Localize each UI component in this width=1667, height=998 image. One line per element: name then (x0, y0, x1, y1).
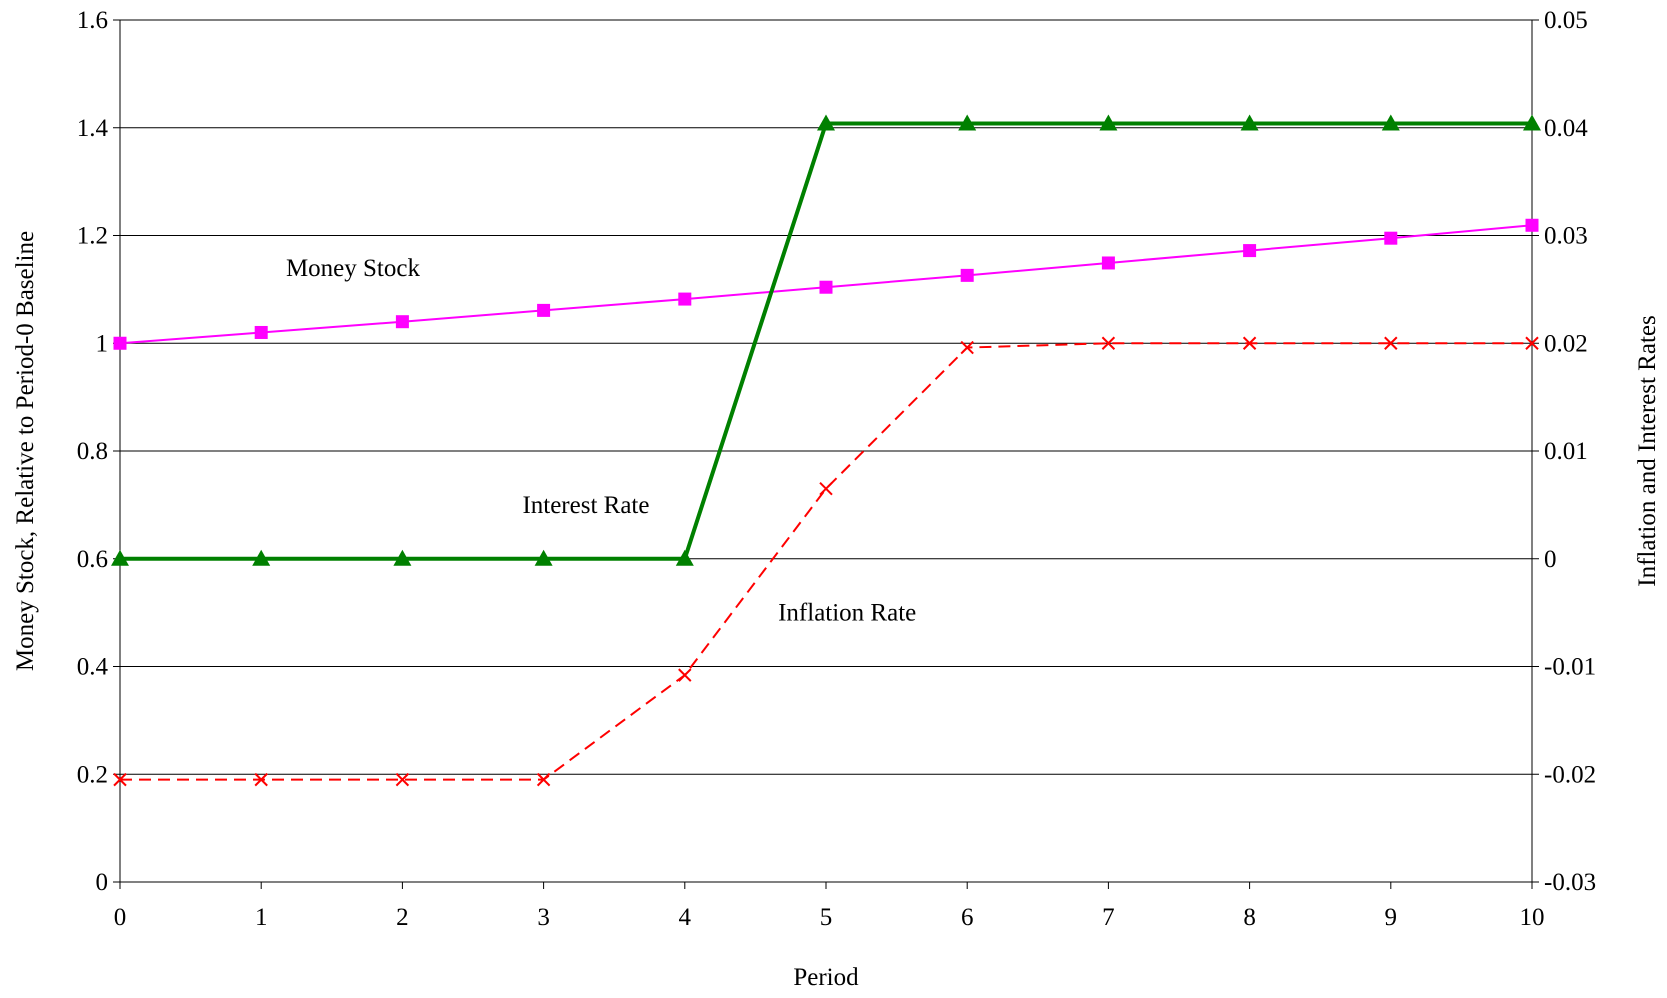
marker (254, 325, 268, 339)
series-label: Money Stock (286, 255, 421, 282)
marker (1523, 114, 1541, 131)
marker (395, 315, 409, 329)
series-line (120, 121, 1532, 561)
marker (1381, 114, 1400, 131)
x-tick-label: 6 (961, 904, 974, 931)
marker (678, 292, 692, 306)
marker (960, 340, 974, 355)
marker (1099, 114, 1118, 131)
y2-tick-label: -0.02 (1544, 761, 1596, 788)
y2-axis-title: Inflation and Interest Rates (1634, 315, 1661, 586)
y-tick-label: 1.4 (77, 115, 109, 142)
series-line (120, 342, 1532, 781)
y-tick-label: 1 (96, 330, 109, 357)
marker (819, 482, 833, 496)
x-tick-label: 4 (679, 904, 692, 931)
marker (960, 268, 974, 282)
marker (1101, 336, 1116, 350)
y2-tick-label: 0.02 (1544, 330, 1588, 357)
marker (113, 772, 127, 787)
y2-tick-label: 0.04 (1544, 115, 1588, 142)
marker (1243, 244, 1257, 258)
marker (534, 549, 553, 566)
series-label: Interest Rate (522, 492, 649, 519)
y-tick-label: 1.2 (77, 223, 108, 250)
x-tick-label: 2 (396, 904, 409, 931)
x-tick-label: 7 (1102, 904, 1115, 931)
marker (1525, 218, 1539, 232)
y-tick-label: 1.6 (77, 7, 108, 34)
marker (1384, 231, 1398, 245)
marker (675, 549, 694, 566)
y2-tick-label: 0.05 (1544, 7, 1588, 34)
marker (958, 114, 977, 131)
x-tick-label: 10 (1520, 904, 1545, 931)
marker (1525, 336, 1539, 350)
y-tick-label: 0.2 (77, 761, 108, 788)
y-tick-label: 0.8 (77, 438, 108, 465)
marker (537, 303, 551, 317)
marker (252, 549, 271, 566)
y2-tick-label: 0.01 (1544, 438, 1588, 465)
y-tick-label: 0.4 (77, 654, 109, 681)
y-tick-label: 0 (96, 869, 109, 896)
y-tick-label: 0.6 (77, 546, 108, 573)
marker (393, 549, 412, 566)
marker (395, 772, 410, 787)
x-tick-label: 1 (255, 904, 268, 931)
marker (1384, 336, 1398, 350)
y2-tick-label: -0.03 (1544, 869, 1596, 896)
x-tick-label: 3 (537, 904, 550, 931)
marker (817, 114, 835, 131)
x-tick-label: 5 (820, 904, 833, 931)
marker (1240, 114, 1259, 131)
y2-tick-label: -0.01 (1544, 654, 1596, 681)
marker (819, 280, 833, 294)
y-axis-title: Money Stock, Relative to Period-0 Baseli… (12, 231, 39, 671)
x-axis-title: Period (793, 964, 859, 991)
marker (678, 668, 692, 682)
x-tick-label: 0 (114, 904, 127, 931)
marker (1242, 336, 1257, 350)
x-tick-label: 9 (1385, 904, 1398, 931)
y2-tick-label: 0.03 (1544, 223, 1588, 250)
marker (254, 772, 268, 787)
x-tick-label: 8 (1243, 904, 1256, 931)
series-label: Inflation Rate (778, 600, 916, 627)
marker (113, 336, 127, 350)
marker (111, 549, 129, 566)
marker (536, 772, 551, 787)
marker (1101, 256, 1115, 270)
y2-tick-label: 0 (1544, 546, 1557, 573)
